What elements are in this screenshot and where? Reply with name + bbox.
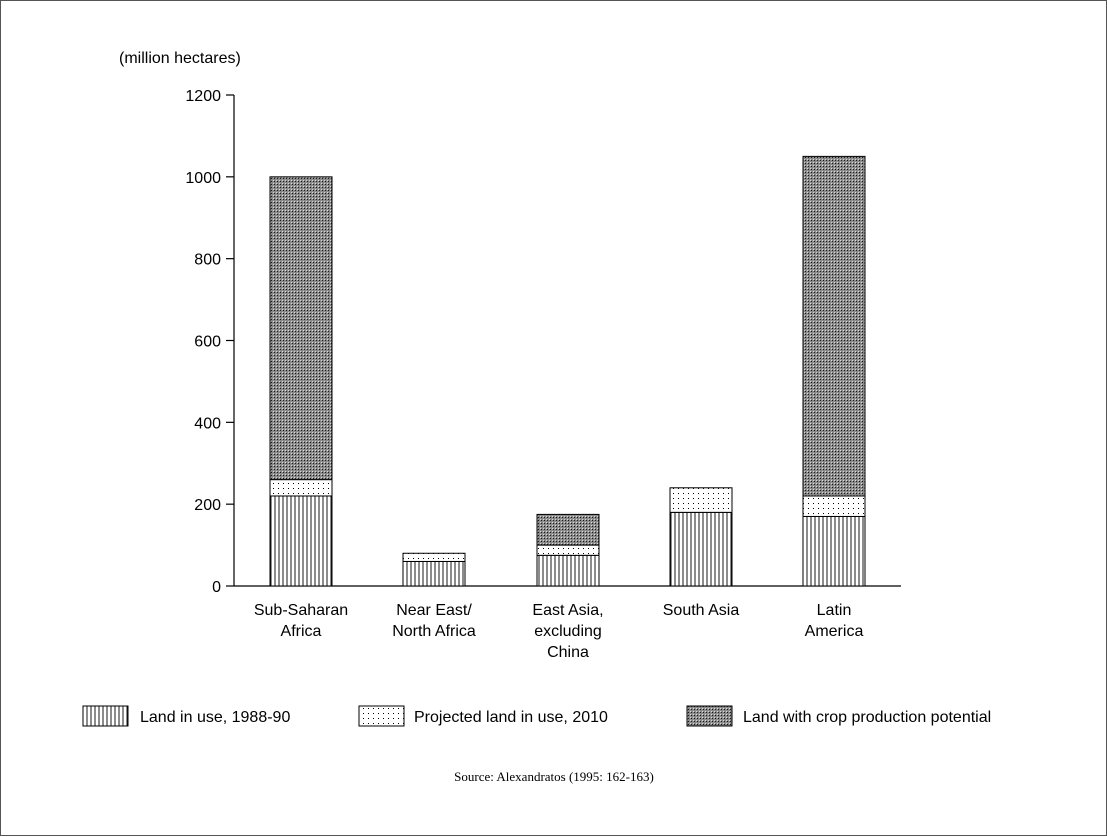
y-tick-label: 600	[194, 334, 221, 351]
bar-segment	[402, 560, 466, 587]
axes: 0 200 400 600 800 1000 1200	[185, 88, 901, 596]
bar-segment	[402, 552, 466, 562]
category-label: East Asia, excluding China	[532, 602, 603, 661]
category-label: South Asia	[663, 602, 740, 619]
bar-segment	[269, 495, 333, 587]
legend-swatch	[686, 705, 733, 727]
bar-segment	[536, 544, 600, 556]
bar-segment	[269, 176, 333, 481]
category-label: Near East/North Africa	[392, 602, 476, 640]
legend-label: Projected land in use, 2010	[414, 709, 608, 726]
category-labels: Sub-Saharan Africa Near East/North Africa E…	[254, 602, 864, 661]
bar-segment	[536, 513, 600, 546]
bar-segment	[802, 155, 866, 497]
y-tick-label: 800	[194, 252, 221, 269]
y-tick-label: 1000	[185, 170, 221, 187]
legend: Land in use, 1988-90 Projected land in us…	[82, 705, 991, 727]
legend-label: Land in use, 1988-90	[140, 709, 290, 726]
y-tick-label: 200	[194, 497, 221, 514]
source-note: Source: Alexandratos (1995: 162-163)	[454, 769, 654, 784]
bar-segment	[802, 515, 866, 587]
bar-segment	[669, 487, 733, 513]
category-label: Latin America	[805, 602, 864, 640]
legend-swatch	[358, 705, 405, 727]
y-tick-label: 400	[194, 415, 221, 432]
y-unit-label: (million hectares)	[119, 50, 241, 67]
legend-swatch	[82, 705, 129, 727]
y-tick-label: 1200	[185, 88, 221, 105]
y-tick-label: 0	[212, 579, 221, 596]
category-label: Sub-Saharan Africa	[254, 602, 348, 640]
legend-label: Land with crop production potential	[743, 709, 991, 726]
bar-segment	[269, 479, 333, 497]
bar-segment	[802, 495, 866, 517]
bars	[269, 155, 866, 587]
bar-segment	[669, 511, 733, 587]
bar-segment	[536, 554, 600, 587]
